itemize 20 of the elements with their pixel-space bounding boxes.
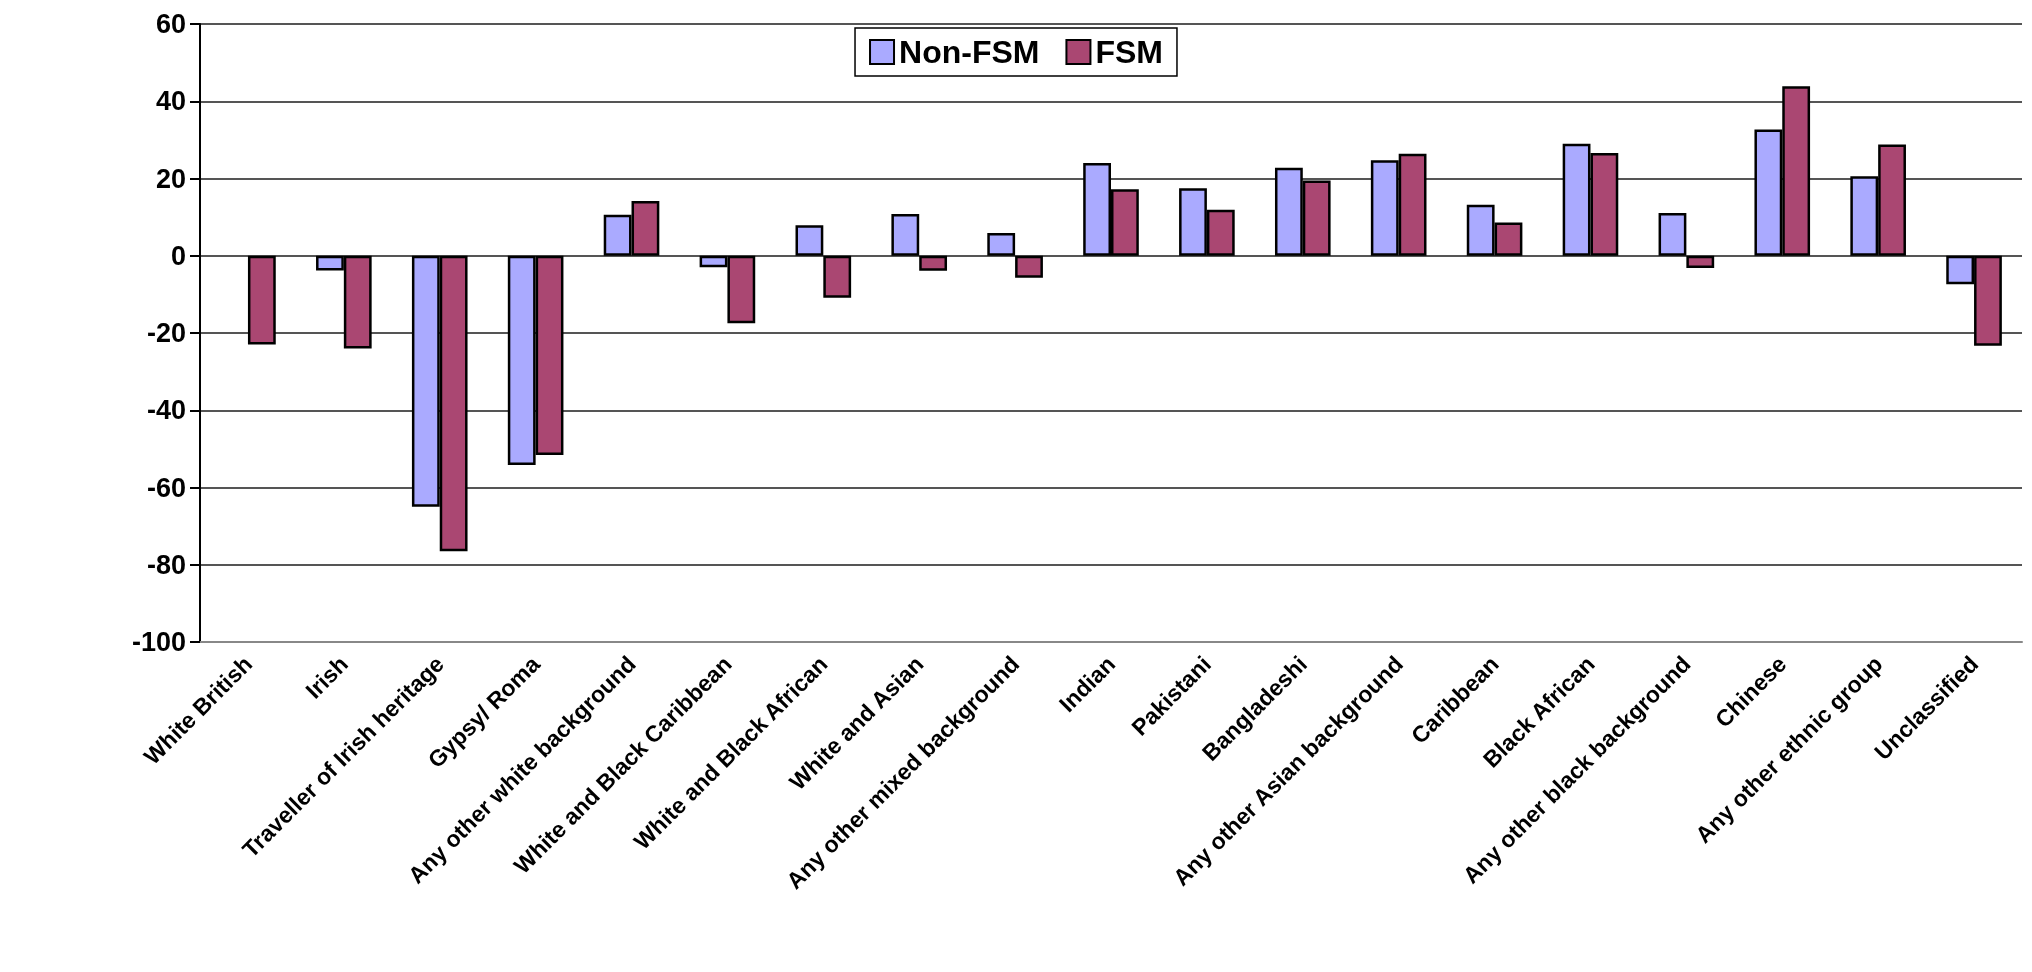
bar	[1015, 255, 1043, 278]
legend-label: FSM	[1095, 34, 1163, 70]
bar	[987, 232, 1016, 256]
y-tick-label: 20	[155, 163, 186, 194]
y-tick-label: -40	[146, 395, 186, 426]
y-tick-label: -20	[146, 318, 186, 348]
y-tick-label: -60	[146, 472, 186, 503]
bar	[891, 214, 920, 256]
bar	[795, 225, 824, 256]
bar	[823, 255, 852, 298]
y-tick-label: -80	[146, 549, 186, 580]
y-tick-label: 60	[155, 9, 186, 39]
y-tick-label: 40	[155, 86, 186, 117]
bar	[1686, 255, 1715, 269]
y-tick-label: 0	[170, 240, 186, 271]
bar	[247, 255, 276, 345]
bar	[1658, 212, 1687, 256]
bar	[919, 255, 948, 271]
y-tick-label: -100	[131, 627, 186, 657]
legend-label: Non-FSM	[899, 34, 1040, 70]
